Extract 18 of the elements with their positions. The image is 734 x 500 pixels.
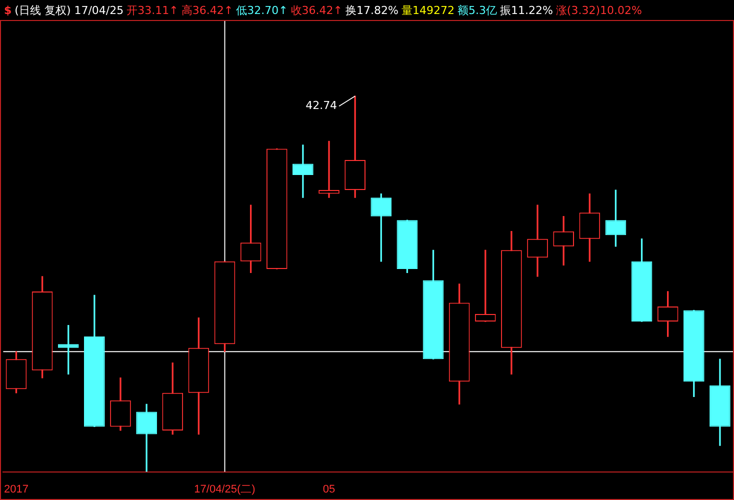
chart-title: (日线 复权) 17/04/25 bbox=[14, 2, 124, 18]
x-tick-label: 05 bbox=[322, 483, 336, 496]
text: 低32.70↑ bbox=[236, 2, 288, 18]
text: 收36.42↑ bbox=[290, 2, 343, 18]
text: 换17.82% bbox=[346, 2, 398, 18]
text: $ bbox=[4, 4, 12, 16]
annotation: 42.74 bbox=[306, 98, 338, 112]
text: 高36.42↑ bbox=[181, 2, 234, 18]
text: 振11.22% bbox=[500, 2, 553, 18]
text: 额5.3亿 bbox=[457, 2, 497, 18]
text: 涨(3.32)10.02% bbox=[556, 2, 642, 18]
text: 量149272 bbox=[401, 2, 454, 18]
text: 开33.11↑ bbox=[126, 2, 178, 18]
candlestick bbox=[527, 204, 548, 277]
x-tick-label: 17/04/25(二) bbox=[194, 483, 256, 496]
candlestick bbox=[292, 144, 314, 198]
x-tick-label: 2017 bbox=[4, 483, 28, 496]
candlestick bbox=[318, 140, 340, 198]
